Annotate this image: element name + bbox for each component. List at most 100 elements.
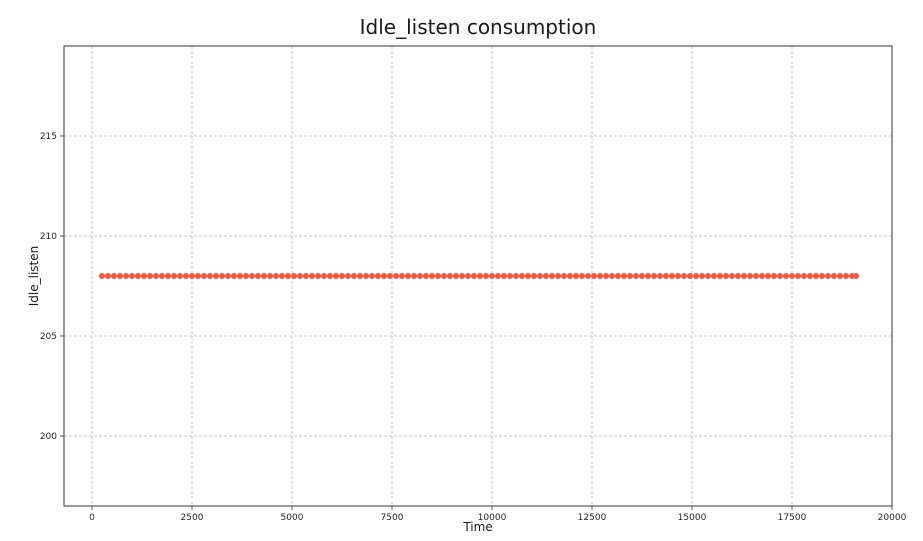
- y-tick-label: 205: [40, 332, 57, 342]
- data-point: [621, 273, 627, 279]
- data-point: [315, 273, 321, 279]
- data-point: [537, 273, 543, 279]
- data-point: [429, 273, 435, 279]
- data-point: [267, 273, 273, 279]
- data-point: [141, 273, 147, 279]
- data-point: [819, 273, 825, 279]
- data-point: [291, 273, 297, 279]
- data-point: [363, 273, 369, 279]
- data-point: [609, 273, 615, 279]
- data-point: [387, 273, 393, 279]
- data-point: [795, 273, 801, 279]
- data-point: [639, 273, 645, 279]
- data-series: [99, 273, 859, 279]
- x-tick-label: 10000: [478, 513, 507, 523]
- data-point: [213, 273, 219, 279]
- data-point: [633, 273, 639, 279]
- data-point: [519, 273, 525, 279]
- data-point: [435, 273, 441, 279]
- data-point: [525, 273, 531, 279]
- data-point: [501, 273, 507, 279]
- data-point: [669, 273, 675, 279]
- data-point: [729, 273, 735, 279]
- data-point: [777, 273, 783, 279]
- y-axis-label: Idle_listen: [27, 246, 41, 307]
- data-point: [135, 273, 141, 279]
- data-point: [723, 273, 729, 279]
- x-tick-label: 12500: [578, 513, 607, 523]
- plot-area-frame: [63, 45, 893, 507]
- data-point: [327, 273, 333, 279]
- data-point: [663, 273, 669, 279]
- data-point: [225, 273, 231, 279]
- data-point: [177, 273, 183, 279]
- data-point: [561, 273, 567, 279]
- data-point: [447, 273, 453, 279]
- data-point: [705, 273, 711, 279]
- data-point: [357, 273, 363, 279]
- data-point: [657, 273, 663, 279]
- data-point: [711, 273, 717, 279]
- data-point: [543, 273, 549, 279]
- data-point: [627, 273, 633, 279]
- data-point: [183, 273, 189, 279]
- data-point: [255, 273, 261, 279]
- data-point: [853, 273, 859, 279]
- data-point: [597, 273, 603, 279]
- data-point: [513, 273, 519, 279]
- data-point: [645, 273, 651, 279]
- data-point: [837, 273, 843, 279]
- data-point: [417, 273, 423, 279]
- y-tick-label: 215: [40, 132, 57, 142]
- data-point: [483, 273, 489, 279]
- data-point: [345, 273, 351, 279]
- data-point: [303, 273, 309, 279]
- data-point: [249, 273, 255, 279]
- data-point: [441, 273, 447, 279]
- data-point: [195, 273, 201, 279]
- data-point: [375, 273, 381, 279]
- data-point: [405, 273, 411, 279]
- data-point: [585, 273, 591, 279]
- data-point: [495, 273, 501, 279]
- data-point: [273, 273, 279, 279]
- data-point: [555, 273, 561, 279]
- x-tick-label: 7500: [381, 513, 404, 523]
- data-point: [813, 273, 819, 279]
- data-point: [117, 273, 123, 279]
- data-point: [843, 273, 849, 279]
- data-point: [159, 273, 165, 279]
- data-point: [831, 273, 837, 279]
- data-point: [741, 273, 747, 279]
- data-point: [351, 273, 357, 279]
- data-point: [471, 273, 477, 279]
- x-tick-label: 20000: [878, 513, 907, 523]
- y-tick-label: 210: [40, 232, 57, 242]
- data-point: [153, 273, 159, 279]
- data-point: [651, 273, 657, 279]
- data-point: [801, 273, 807, 279]
- data-point: [789, 273, 795, 279]
- data-point: [477, 273, 483, 279]
- data-point: [381, 273, 387, 279]
- data-point: [423, 273, 429, 279]
- data-point: [693, 273, 699, 279]
- data-point: [489, 273, 495, 279]
- data-point: [735, 273, 741, 279]
- data-point: [675, 273, 681, 279]
- data-point: [129, 273, 135, 279]
- data-point: [783, 273, 789, 279]
- data-point: [507, 273, 513, 279]
- data-point: [747, 273, 753, 279]
- data-point: [237, 273, 243, 279]
- y-tick-label: 200: [40, 432, 57, 442]
- data-point: [147, 273, 153, 279]
- data-point: [687, 273, 693, 279]
- data-point: [807, 273, 813, 279]
- x-tick-label: 15000: [678, 513, 707, 523]
- data-point: [105, 273, 111, 279]
- data-point: [219, 273, 225, 279]
- data-point: [111, 273, 117, 279]
- data-point: [549, 273, 555, 279]
- data-point: [717, 273, 723, 279]
